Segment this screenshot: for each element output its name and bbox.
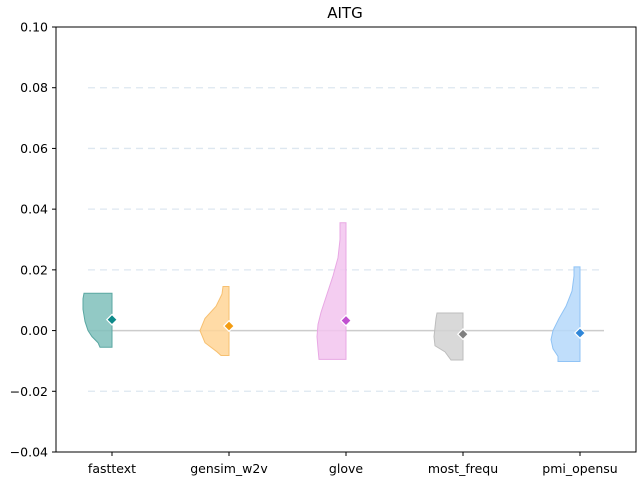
y-tick-label: −0.02 [10, 384, 48, 399]
x-axis: fasttext gensim_w2v glove most_frequ pmi_ope… [88, 452, 618, 476]
y-tick-label: −0.04 [10, 445, 48, 460]
violin-most_frequ [433, 312, 464, 361]
chart-title: AITG [327, 4, 362, 22]
mean-marker-gensim_w2v [222, 319, 236, 333]
y-tick-label: 0.02 [20, 262, 48, 277]
x-tick-label: gensim_w2v [190, 461, 268, 476]
y-tick-label: 0.00 [20, 323, 48, 338]
violin-gensim_w2v [199, 286, 230, 356]
mean-marker-glove [339, 314, 353, 327]
x-tick-label: glove [329, 461, 363, 476]
violins [82, 222, 581, 363]
x-tick-label: pmi_opensu [542, 461, 617, 476]
mean-marker-fasttext [105, 313, 119, 326]
y-tick-label: 0.10 [20, 20, 48, 35]
x-tick-label: most_frequ [428, 461, 498, 476]
mean-marker-pmi_opensu [573, 326, 587, 340]
y-axis: −0.04 −0.02 0.00 0.02 0.04 0.06 0.08 0.10 [10, 20, 56, 460]
y-tick-label: 0.06 [20, 141, 48, 156]
violin-pmi_opensu [550, 266, 581, 363]
mean-markers [105, 313, 587, 341]
violin-fasttext [82, 292, 113, 348]
y-tick-label: 0.08 [20, 80, 48, 95]
y-tick-label: 0.04 [20, 202, 48, 217]
violin-glove [316, 222, 347, 360]
mean-marker-most_frequ [456, 328, 470, 341]
x-tick-label: fasttext [88, 461, 136, 476]
